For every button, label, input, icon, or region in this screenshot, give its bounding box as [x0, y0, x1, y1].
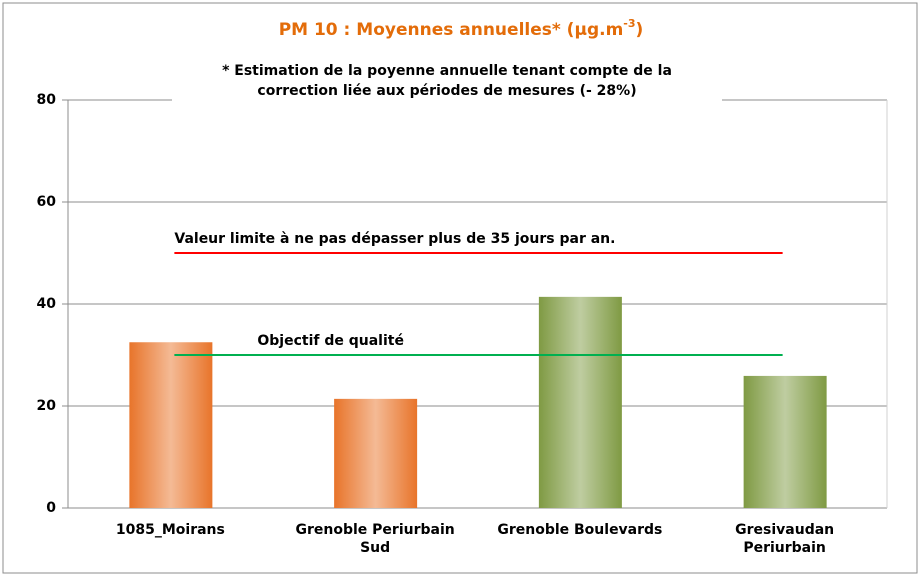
x-tick-label: Grenoble Periurbain Sud	[296, 522, 455, 556]
bar	[129, 342, 213, 508]
y-tick-label: 60	[37, 194, 57, 210]
x-tick-label: Gresivaudan Periurbain	[735, 522, 834, 556]
y-tick-label: 80	[37, 92, 57, 108]
title-superscript: -3	[623, 17, 635, 30]
bar	[538, 296, 622, 508]
y-tick-label: 0	[46, 500, 56, 516]
title-end: )	[636, 20, 644, 40]
reference-label: Objectif de qualité	[257, 333, 404, 349]
x-tick-label: Grenoble Boulevards	[497, 522, 662, 538]
y-tick-label: 40	[37, 296, 57, 312]
subtitle: correction liée aux périodes de mesures …	[257, 83, 636, 99]
subtitle: * Estimation de la poyenne annuelle tena…	[222, 63, 672, 79]
title-text: PM 10 : Moyennes annuelles* (µg.m	[279, 20, 624, 40]
bar	[334, 398, 418, 508]
subtitle-box	[172, 58, 722, 106]
reference-label: Valeur limite à ne pas dépasser plus de …	[174, 231, 615, 247]
bar	[743, 375, 827, 508]
chart-title: PM 10 : Moyennes annuelles* (µg.m-3)	[279, 17, 644, 40]
y-tick-label: 20	[37, 398, 57, 414]
x-tick-label: 1085_Moirans	[116, 522, 225, 538]
